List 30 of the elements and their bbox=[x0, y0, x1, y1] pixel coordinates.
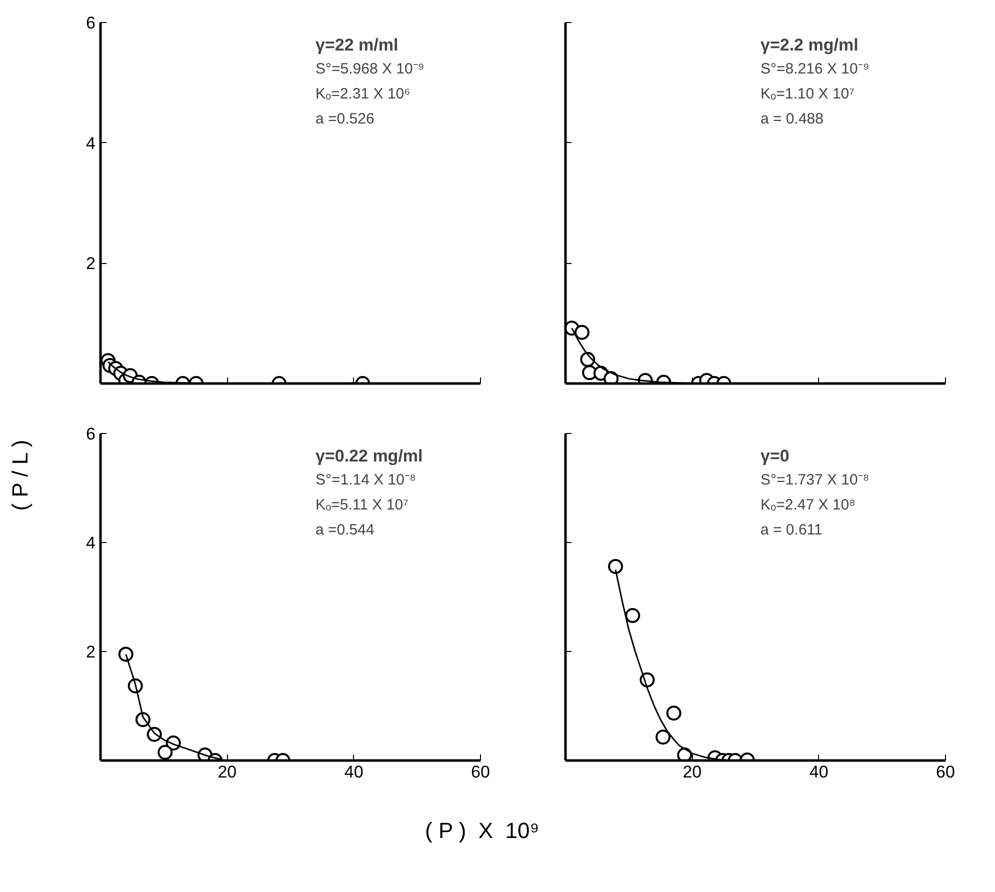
annotation: γ=0.22 mg/ml bbox=[316, 446, 423, 466]
annotation: S°=5.968 X 10⁻⁹ bbox=[316, 60, 424, 78]
x-axis-title: ( P ) X 10⁹ bbox=[425, 817, 540, 845]
annotation: a = 0.488 bbox=[760, 110, 824, 128]
y-tick-label: 6 bbox=[86, 14, 96, 32]
x-tick-label: 20 bbox=[682, 762, 702, 782]
annotation: S°=1.737 X 10⁻⁸ bbox=[760, 472, 870, 488]
y-axis-title: ( P / L ) bbox=[6, 438, 34, 511]
annotation: a =0.544 bbox=[316, 522, 374, 538]
y-tick-label: 4 bbox=[86, 534, 96, 552]
x-tick-label: 40 bbox=[809, 762, 828, 782]
annotation: a = 0.611 bbox=[760, 522, 822, 538]
y-tick-label: 4 bbox=[86, 134, 96, 153]
annotation: Kₒ=2.47 X 10⁸ bbox=[760, 496, 856, 514]
x-tick-label: 60 bbox=[936, 762, 955, 782]
annotation: Kₒ=5.11 X 10⁷ bbox=[316, 496, 408, 514]
y-tick-label: 2 bbox=[86, 254, 96, 274]
annotation: γ=2.2 mg/ml bbox=[760, 36, 858, 54]
annotation: a =0.526 bbox=[316, 110, 374, 128]
annotation: Kₒ=1.10 X 10⁷ bbox=[760, 86, 855, 102]
annotation: S°=8.216 X 10⁻⁹ bbox=[760, 60, 870, 78]
annotation: Kₒ=2.31 X 10⁶ bbox=[316, 86, 410, 102]
annotation: γ=0 bbox=[760, 446, 790, 466]
y-tick-label: 2 bbox=[86, 642, 96, 662]
annotation: S°=1.14 X 10⁻⁸ bbox=[316, 472, 416, 488]
x-tick-label: 20 bbox=[218, 762, 237, 782]
x-tick-label: 40 bbox=[344, 762, 364, 782]
y-tick-label: 6 bbox=[86, 424, 96, 444]
x-tick-label: 60 bbox=[471, 762, 490, 782]
annotation: γ=22 m/ml bbox=[316, 36, 398, 54]
